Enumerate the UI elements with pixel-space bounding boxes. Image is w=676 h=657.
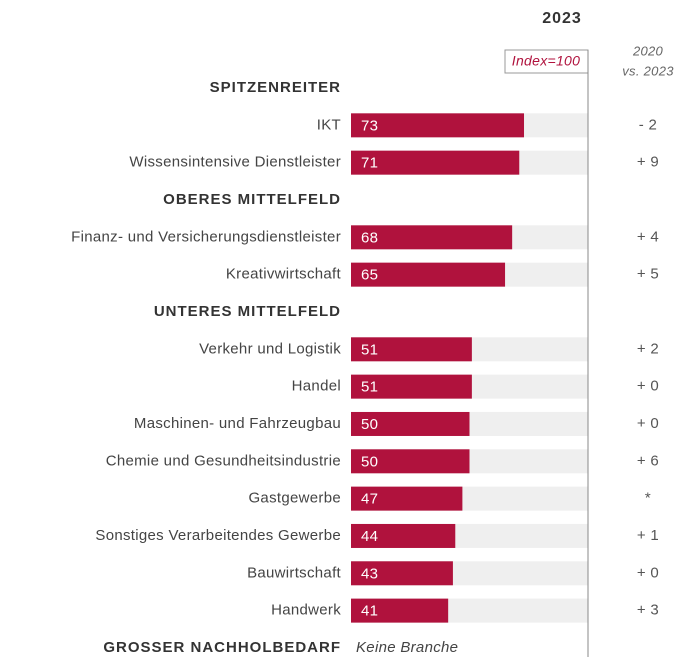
group-header: UNTERES MITTELFELD — [154, 303, 341, 320]
change-label: + 1 — [637, 527, 659, 544]
category-label: Maschinen- und Fahrzeugbau — [134, 415, 341, 432]
value-label: 44 — [361, 528, 378, 545]
group-header: SPITZENREITER — [210, 79, 341, 96]
bar — [351, 486, 463, 511]
change-header: vs. 2023 — [622, 63, 674, 78]
change-label: + 4 — [637, 228, 659, 245]
value-label: 51 — [361, 341, 378, 358]
change-label: - 2 — [639, 116, 657, 133]
change-label: + 3 — [637, 602, 659, 619]
value-label: 47 — [361, 491, 378, 508]
bar — [351, 337, 472, 362]
category-label: Sonstiges Verarbeitendes Gewerbe — [95, 527, 341, 544]
value-label: 73 — [361, 117, 378, 134]
change-label: + 0 — [637, 378, 659, 395]
change-label: + 9 — [637, 154, 659, 171]
change-label: + 5 — [637, 266, 659, 283]
change-header: 2020 — [632, 43, 664, 58]
bar — [351, 374, 472, 399]
change-label: + 2 — [637, 340, 659, 357]
category-label: Handel — [292, 378, 341, 395]
value-label: 71 — [361, 155, 378, 172]
category-label: Verkehr und Logistik — [199, 340, 341, 357]
value-label: 41 — [361, 603, 378, 620]
category-label: Wissensintensive Dienstleister — [129, 154, 341, 171]
reference-label: Index=100 — [512, 53, 580, 69]
bar — [351, 449, 470, 474]
value-label: 43 — [361, 565, 378, 582]
bar — [351, 113, 525, 138]
category-label: Kreativwirtschaft — [226, 266, 342, 283]
value-label: 65 — [361, 267, 378, 284]
chart-title: 2023 — [542, 10, 582, 27]
category-label: Finanz- und Versicherungsdienstleister — [71, 228, 341, 245]
group-note: Keine Branche — [356, 639, 458, 656]
category-label: Chemie und Gesundheitsindustrie — [106, 452, 341, 469]
bar — [351, 523, 456, 548]
category-label: IKT — [317, 116, 341, 133]
category-label: Gastgewerbe — [248, 490, 341, 507]
bar — [351, 411, 470, 436]
category-label: Bauwirtschaft — [247, 564, 341, 581]
bar — [351, 598, 449, 623]
change-label: + 0 — [637, 564, 659, 581]
bar — [351, 225, 513, 250]
category-label: Handwerk — [271, 602, 341, 619]
bar — [351, 561, 453, 586]
value-label: 51 — [361, 379, 378, 396]
value-label: 68 — [361, 229, 378, 246]
bar — [351, 150, 520, 175]
change-label: + 0 — [637, 415, 659, 432]
group-header: OBERES MITTELFELD — [163, 191, 341, 208]
value-label: 50 — [361, 453, 378, 470]
value-label: 50 — [361, 416, 378, 433]
group-header: GROSSER NACHHOLBEDARF — [103, 639, 341, 656]
change-label: + 6 — [637, 452, 659, 469]
change-label: * — [645, 490, 651, 507]
bar — [351, 262, 506, 287]
